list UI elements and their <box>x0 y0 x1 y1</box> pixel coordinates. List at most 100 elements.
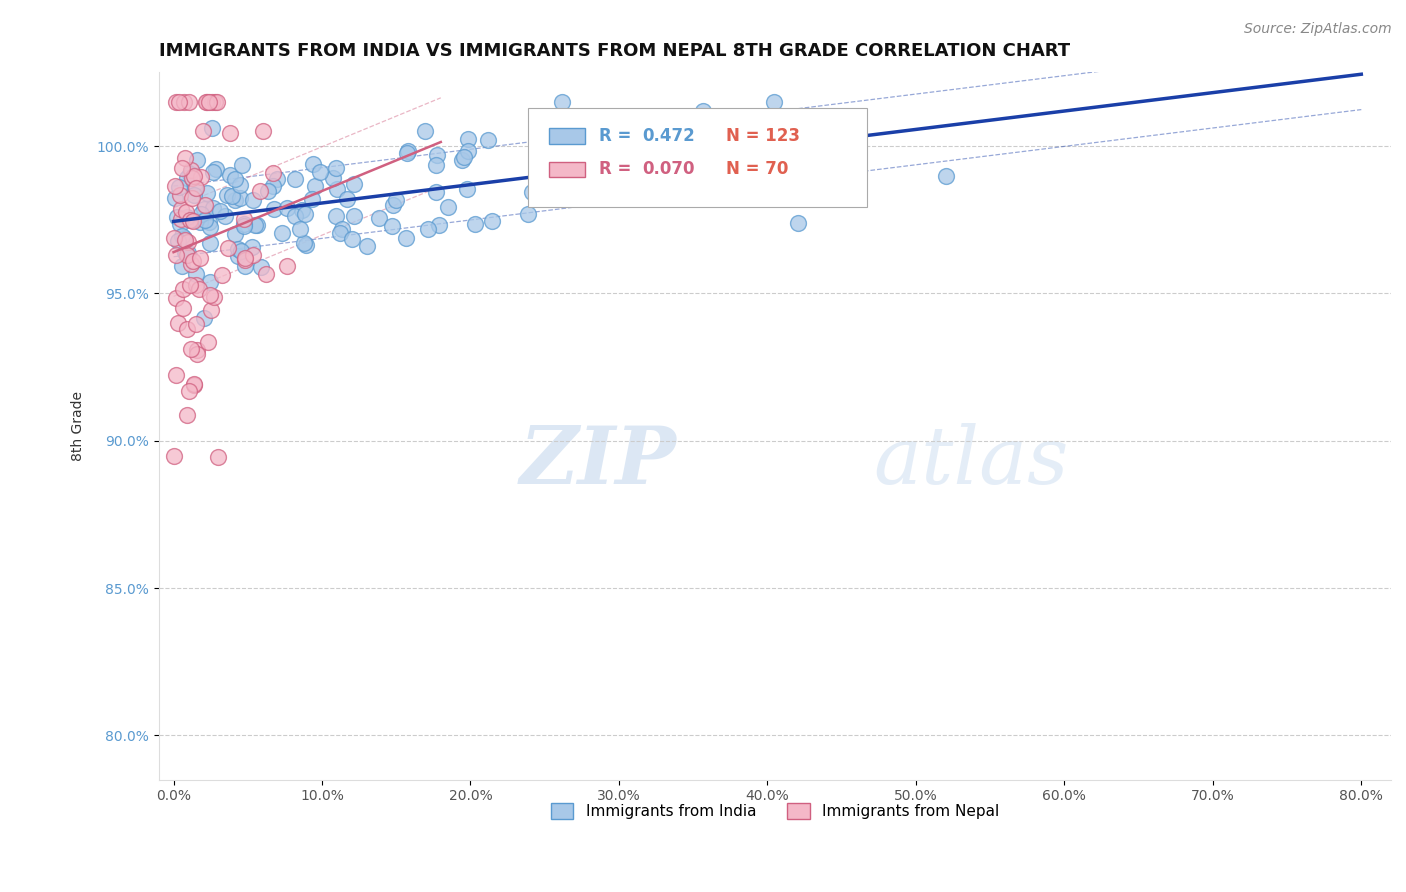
Point <box>198 214 221 228</box>
Text: R =: R = <box>599 127 637 145</box>
Point <box>172 282 194 296</box>
Point <box>180 163 202 178</box>
Point <box>276 201 298 215</box>
Point <box>204 95 226 109</box>
Point <box>294 207 316 221</box>
Point <box>636 129 658 144</box>
Point <box>426 148 449 162</box>
Point <box>186 267 208 281</box>
Point <box>181 213 204 227</box>
Point <box>229 191 252 205</box>
Point <box>181 170 204 185</box>
Point <box>176 322 198 336</box>
Point <box>226 243 249 257</box>
Point <box>197 335 219 350</box>
Point <box>187 282 209 296</box>
Point <box>219 168 242 182</box>
Point <box>292 235 315 250</box>
Point <box>177 235 200 249</box>
Point <box>170 211 193 226</box>
Point <box>202 201 225 215</box>
Point <box>169 187 191 202</box>
Point <box>211 268 233 282</box>
Text: N = 123: N = 123 <box>725 127 800 145</box>
Point <box>163 192 186 206</box>
Point <box>309 165 332 179</box>
Text: IMMIGRANTS FROM INDIA VS IMMIGRANTS FROM NEPAL 8TH GRADE CORRELATION CHART: IMMIGRANTS FROM INDIA VS IMMIGRANTS FROM… <box>159 42 1070 60</box>
Point <box>385 193 408 207</box>
Point <box>165 368 187 382</box>
Point <box>262 179 284 194</box>
Point <box>560 159 582 173</box>
FancyBboxPatch shape <box>529 108 868 207</box>
Point <box>184 277 207 292</box>
Point <box>481 214 503 228</box>
Point <box>288 221 311 235</box>
Point <box>166 210 188 224</box>
Point <box>413 124 436 138</box>
Point <box>221 188 243 202</box>
Point <box>395 146 418 161</box>
Point <box>208 204 231 219</box>
Point <box>935 169 957 183</box>
Point <box>271 226 294 240</box>
Point <box>249 185 271 199</box>
Point <box>240 240 263 254</box>
Point <box>457 144 479 158</box>
Point <box>201 121 224 136</box>
Point <box>246 218 269 232</box>
Point <box>179 212 201 227</box>
Point <box>586 141 609 155</box>
Point <box>692 103 714 118</box>
Point <box>186 153 208 168</box>
Point <box>266 172 288 186</box>
Point <box>325 209 347 223</box>
Point <box>217 241 239 255</box>
Point <box>162 230 184 244</box>
Point <box>183 376 205 391</box>
Point <box>224 227 246 241</box>
Point <box>173 95 195 109</box>
Text: ZIP: ZIP <box>519 423 676 500</box>
Point <box>183 378 205 392</box>
Point <box>180 342 202 356</box>
Point <box>336 192 359 206</box>
Point <box>356 239 378 253</box>
Point <box>167 179 190 194</box>
Point <box>226 250 249 264</box>
Point <box>343 209 366 223</box>
Point <box>179 384 201 398</box>
Point <box>256 184 278 198</box>
Point <box>176 408 198 422</box>
Point <box>464 217 486 231</box>
Text: 0.070: 0.070 <box>641 161 695 178</box>
Point <box>207 450 229 465</box>
Point <box>551 95 574 109</box>
Point <box>785 157 807 171</box>
Point <box>591 179 613 194</box>
Text: Source: ZipAtlas.com: Source: ZipAtlas.com <box>1244 22 1392 37</box>
Point <box>330 222 353 236</box>
Point <box>174 246 197 260</box>
Point <box>165 292 187 306</box>
Point <box>262 166 284 180</box>
Point <box>169 95 191 109</box>
Point <box>254 267 277 281</box>
Point <box>173 233 195 247</box>
Point <box>295 238 318 252</box>
Point <box>190 207 212 221</box>
Point <box>425 158 447 172</box>
Point <box>186 347 208 361</box>
Point <box>786 216 808 230</box>
Point <box>195 95 218 109</box>
Point <box>342 231 364 245</box>
Point <box>381 198 404 212</box>
Point <box>183 187 205 202</box>
Point <box>436 201 458 215</box>
Point <box>170 202 193 217</box>
Text: 0.472: 0.472 <box>641 127 695 145</box>
Point <box>516 207 538 221</box>
Point <box>200 235 222 250</box>
Point <box>163 450 186 464</box>
Point <box>188 252 211 266</box>
